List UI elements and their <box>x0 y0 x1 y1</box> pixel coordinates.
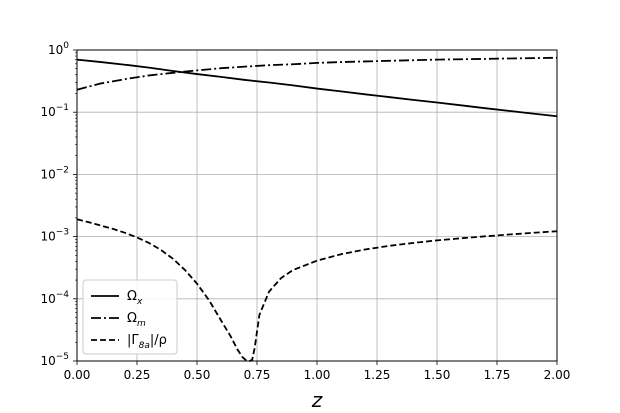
x-axis-label: z <box>311 388 323 412</box>
y-tick-label: 10−4 <box>40 290 69 306</box>
x-tick-label: 0.50 <box>184 368 211 382</box>
y-tick-label: 10−1 <box>40 103 69 119</box>
legend-label-subscript: x <box>136 297 143 307</box>
legend-label-1: Ωm <box>127 311 146 329</box>
x-tick-label: 0.25 <box>124 368 151 382</box>
y-tick-base: 10 <box>40 105 55 119</box>
legend-label-0: Ωx <box>127 289 143 307</box>
x-tick-label: 1.25 <box>364 368 391 382</box>
y-tick-base: 10 <box>40 167 55 181</box>
legend-label-2: |Γ8a|/ρ <box>127 333 167 351</box>
legend-label-subscript: 8a <box>139 341 150 351</box>
y-tick-base: 10 <box>40 292 55 306</box>
y-tick-exponent: −5 <box>56 352 69 362</box>
y-tick-base: 10 <box>40 230 55 244</box>
y-tick-label: 10−2 <box>40 165 69 181</box>
legend-label-part: |/ρ <box>150 333 167 348</box>
legend-label-part: Ω <box>127 289 137 304</box>
y-tick-label: 100 <box>48 41 69 57</box>
legend-label-subscript: m <box>137 319 146 329</box>
x-tick-label: 0.00 <box>64 368 91 382</box>
x-tick-label: 1.75 <box>484 368 511 382</box>
x-tick-label: 1.00 <box>304 368 331 382</box>
legend-box <box>82 279 178 355</box>
y-tick-label: 10−3 <box>40 228 69 244</box>
x-tick-label: 1.50 <box>424 368 451 382</box>
y-tick-exponent: 0 <box>63 41 69 51</box>
y-tick-exponent: −4 <box>56 290 70 300</box>
series-line-1 <box>76 56 558 91</box>
x-tick-label: 0.75 <box>244 368 271 382</box>
y-tick-base: 10 <box>40 354 55 368</box>
y-tick-label: 10−5 <box>40 352 69 368</box>
series-layer <box>76 56 558 362</box>
x-tick-label: 2.00 <box>544 368 571 382</box>
y-tick-exponent: −2 <box>56 165 69 175</box>
series-line-0 <box>76 58 558 118</box>
y-tick-base: 10 <box>48 43 63 57</box>
series-line-2 <box>76 218 558 362</box>
legend-label-part: |Γ <box>127 333 139 348</box>
y-tick-exponent: −1 <box>56 103 69 113</box>
x-axis: 0.00 0.25 0.50 0.75 1.00 1.25 1.50 1.75 2.00 <box>64 361 571 382</box>
y-tick-exponent: −3 <box>56 228 69 238</box>
legend-label-part: Ω <box>127 311 137 326</box>
